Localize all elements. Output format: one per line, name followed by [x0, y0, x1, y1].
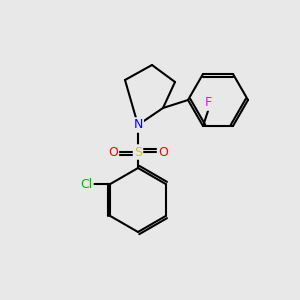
Text: N: N	[133, 118, 143, 131]
Text: O: O	[108, 146, 118, 158]
Text: O: O	[158, 146, 168, 158]
Text: F: F	[204, 97, 211, 110]
Text: Cl: Cl	[80, 178, 92, 190]
Text: S: S	[134, 146, 142, 158]
